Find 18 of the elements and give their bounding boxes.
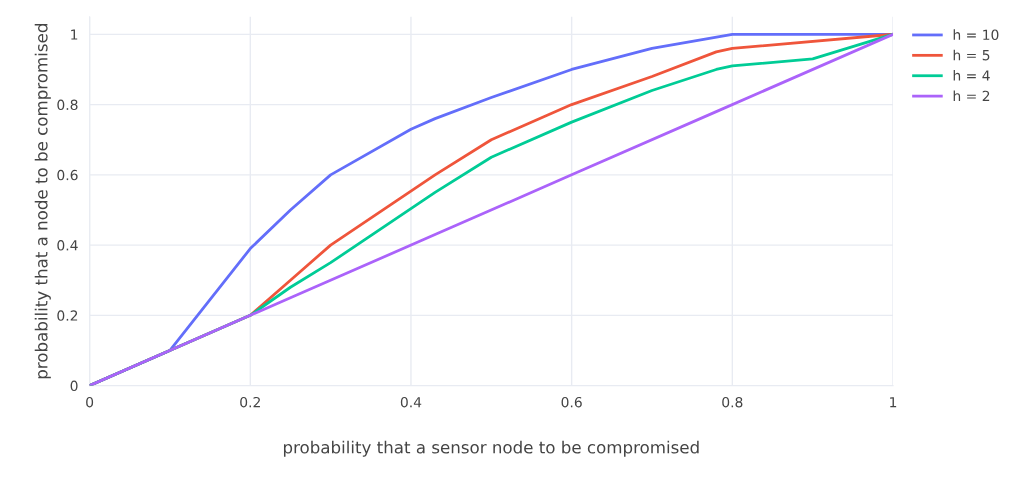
y-tick-label: 0.2	[57, 310, 78, 321]
legend-label: h = 2	[953, 90, 990, 101]
x-tick-label: 0.2	[240, 396, 260, 408]
x-tick-label: 1	[890, 397, 897, 408]
y-tick-label: 0.8	[57, 99, 78, 111]
y-tick-label: 0.6	[57, 169, 78, 181]
legend-label: h = 10	[953, 29, 999, 41]
y-tick-label: 0.4	[57, 240, 78, 251]
x-tick-label: 0.6	[561, 396, 582, 408]
y-tick-label: 1	[71, 29, 78, 40]
legend-label: h = 4	[953, 70, 990, 81]
x-axis-title: probability that a sensor node to be compromised	[283, 440, 699, 457]
legend-label: h = 5	[953, 49, 990, 61]
x-tick-label: 0.8	[722, 396, 743, 408]
y-tick-label: 0	[70, 380, 78, 392]
y-axis-title: probability that a node to be compromised	[34, 24, 51, 379]
x-tick-label: 0	[86, 396, 94, 408]
x-tick-label: 0.4	[400, 396, 422, 408]
